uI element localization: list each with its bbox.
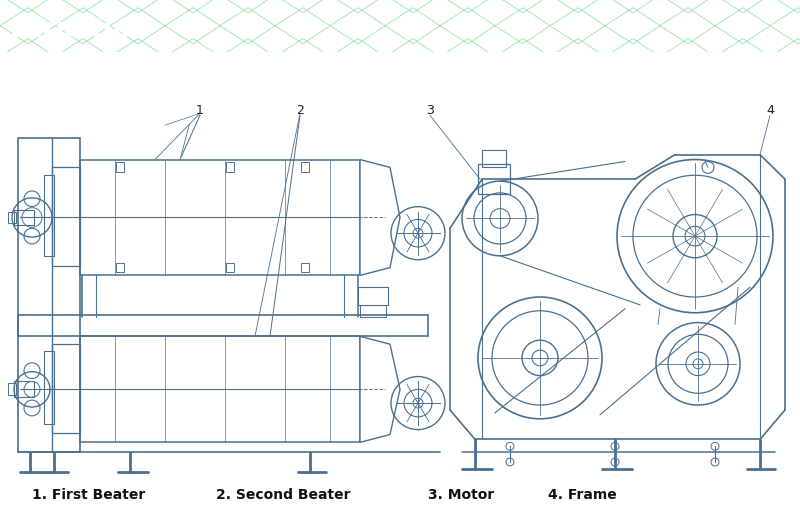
Polygon shape (360, 160, 400, 276)
Bar (478, 164, 510, 194)
Bar (360, 305, 386, 317)
Bar (8, 384, 16, 395)
Bar (44, 351, 54, 424)
Bar (18, 315, 428, 336)
Circle shape (413, 228, 423, 238)
Bar (116, 263, 124, 272)
Text: 1. First Beater: 1. First Beater (32, 488, 146, 503)
Bar (44, 175, 54, 256)
Bar (14, 210, 34, 226)
Bar (226, 263, 234, 272)
Circle shape (413, 398, 423, 408)
Bar (301, 263, 309, 272)
Bar (52, 344, 80, 433)
Bar (52, 167, 80, 266)
Polygon shape (360, 336, 400, 442)
Bar (301, 162, 309, 173)
Text: 4. Frame: 4. Frame (548, 488, 617, 503)
Text: 3. Motor: 3. Motor (428, 488, 494, 503)
Bar (482, 150, 506, 167)
Bar (226, 162, 234, 173)
Bar (14, 382, 34, 397)
Text: 4: 4 (766, 104, 774, 117)
Bar (116, 162, 124, 173)
Text: 2. Second Beater: 2. Second Beater (216, 488, 350, 503)
Bar (358, 287, 388, 305)
Text: 2: 2 (296, 104, 304, 117)
Text: Structure: Structure (12, 17, 154, 43)
Text: 3: 3 (426, 104, 434, 117)
Bar (18, 138, 80, 452)
Bar (80, 336, 360, 442)
Bar (80, 160, 360, 276)
Text: 1: 1 (196, 104, 204, 117)
Bar (8, 212, 16, 224)
